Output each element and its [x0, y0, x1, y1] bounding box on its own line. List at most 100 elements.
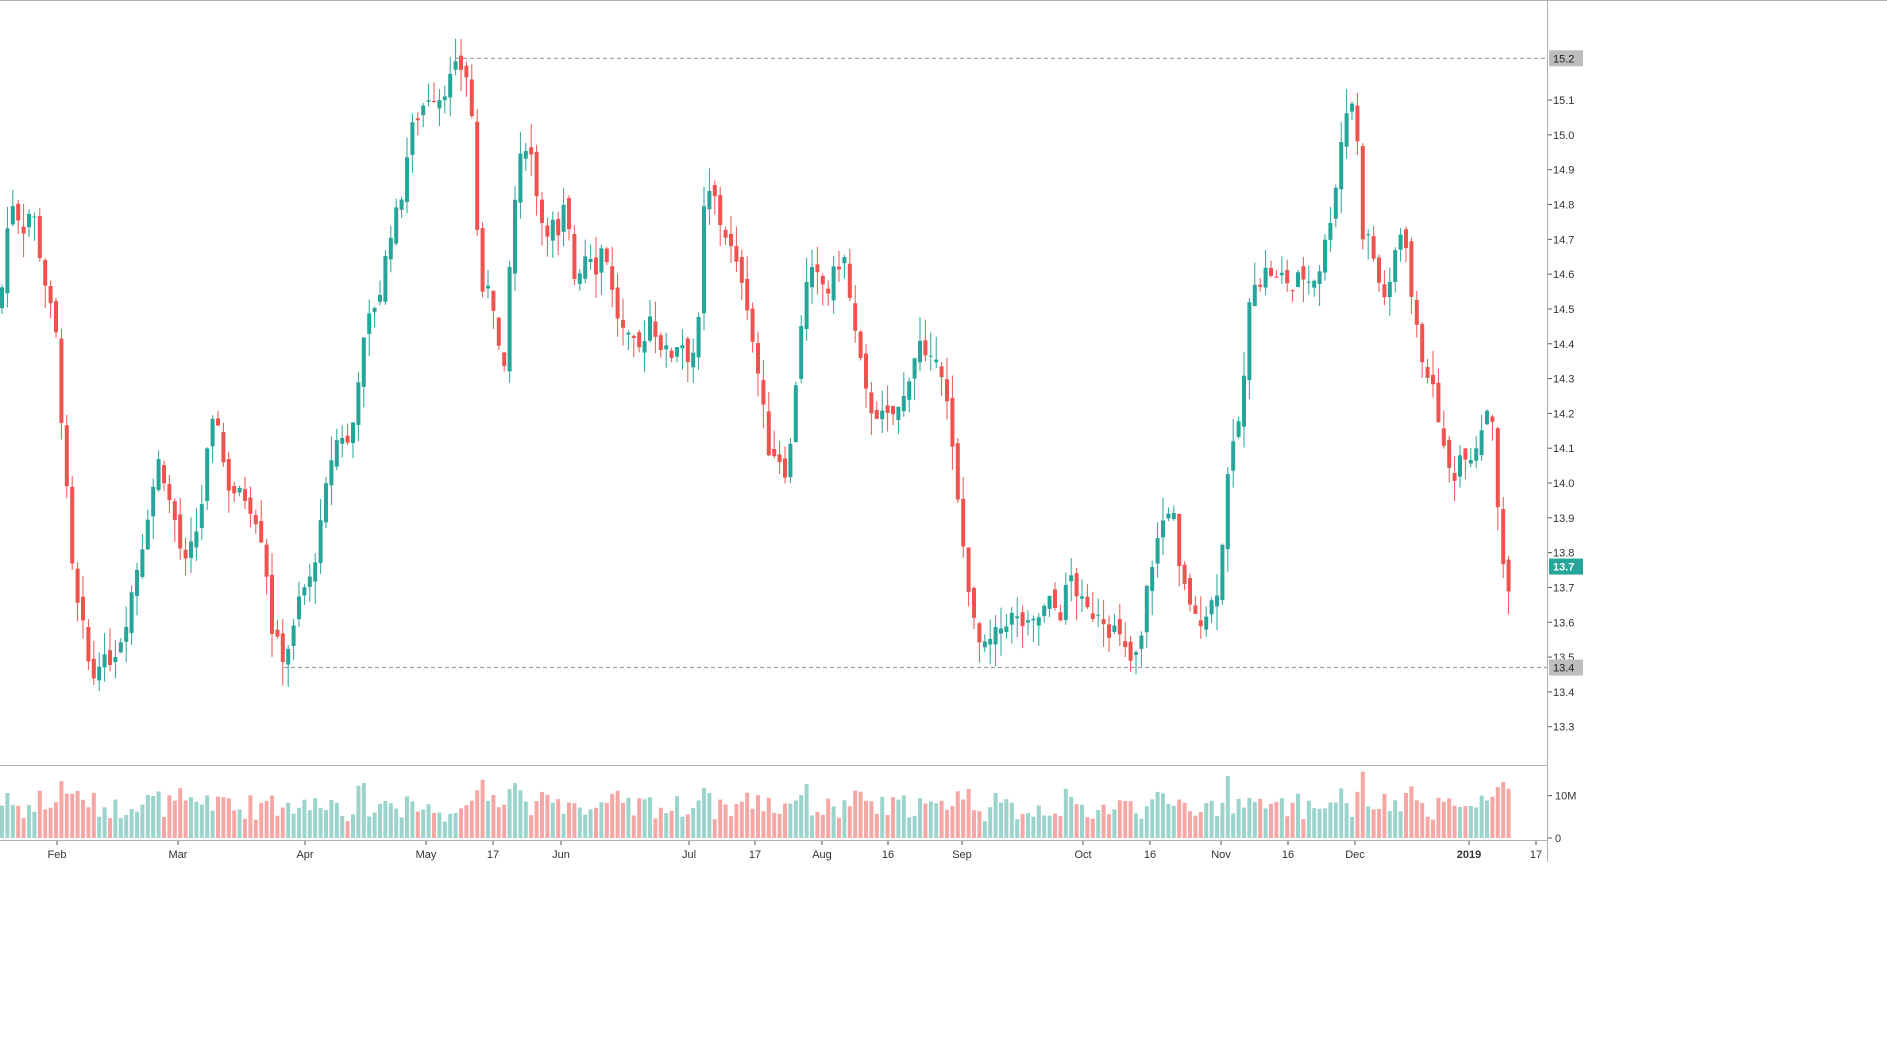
volume-bar [1452, 805, 1457, 838]
candle-body [313, 562, 318, 582]
candle-body [232, 485, 237, 494]
candle-body [982, 641, 987, 648]
volume-bar [972, 810, 976, 838]
candle [340, 425, 345, 458]
candle [172, 498, 177, 543]
volume-bar [210, 810, 215, 838]
volume-bar [1501, 782, 1506, 838]
volume-bar [1231, 813, 1236, 838]
volume-bar [642, 799, 647, 838]
candle-body [955, 443, 960, 500]
candle-body [799, 325, 804, 379]
candle [820, 273, 825, 306]
volume-bar [145, 794, 150, 838]
candle-body [642, 341, 647, 353]
volume-tick-label: 10M [1555, 791, 1576, 803]
volume-bar [939, 800, 944, 838]
candle-body [64, 425, 69, 487]
candle [1398, 228, 1403, 262]
candle [907, 377, 912, 413]
candle-body [712, 185, 717, 197]
volume-bar [1036, 805, 1041, 838]
volume-bar [750, 808, 755, 838]
volume-bar [491, 794, 496, 838]
price-tick-label: 14.6 [1553, 269, 1574, 281]
volume-bar [1188, 811, 1192, 838]
candle [1431, 350, 1435, 398]
volume-bar [102, 807, 107, 838]
candle [394, 198, 399, 246]
volume-bar [216, 796, 220, 838]
candle [1047, 595, 1052, 618]
candle-body [1236, 421, 1241, 437]
volume-bar [1344, 803, 1349, 838]
candle-body [675, 347, 679, 357]
time-tick-label: Aug [812, 849, 832, 861]
candle [270, 553, 274, 658]
candle [464, 61, 469, 97]
volume-bar [1414, 800, 1419, 838]
candle [167, 474, 172, 514]
volume-bar [691, 807, 696, 838]
volume-bar [194, 801, 199, 838]
volume-bar [577, 807, 582, 838]
volume-bar [556, 799, 561, 838]
candle [664, 332, 669, 368]
volume-bar [799, 795, 804, 838]
candle-body [1085, 596, 1090, 608]
candle [637, 329, 642, 353]
candle-body [750, 308, 755, 342]
candle-body [259, 521, 264, 543]
volume-bar [837, 817, 841, 838]
candle-body [550, 219, 555, 241]
volume-bar [486, 800, 490, 838]
volume-bar [604, 802, 609, 838]
candle-body [345, 435, 350, 443]
volume-bar [874, 813, 879, 838]
volume-bar [108, 818, 112, 838]
candle [129, 585, 134, 645]
candle [966, 547, 971, 607]
volume-bar [313, 798, 318, 838]
candle [939, 362, 944, 396]
candle [772, 430, 777, 459]
candle [961, 477, 966, 558]
volume-bar [518, 790, 523, 838]
candle-body [297, 596, 301, 620]
candle-body [988, 638, 993, 645]
candle [777, 441, 782, 475]
candle-body [334, 440, 339, 467]
candle [21, 203, 26, 258]
candle [10, 190, 15, 227]
candle-body [1355, 105, 1360, 142]
candle-body [1377, 257, 1381, 283]
candle-body [1177, 513, 1182, 567]
candle [621, 298, 625, 346]
candle [54, 297, 58, 338]
candle-body [928, 355, 933, 357]
candle [626, 330, 631, 351]
candle-body [1328, 223, 1333, 240]
candle [923, 319, 928, 362]
candle [491, 290, 496, 329]
volume-bar [1101, 804, 1106, 838]
volume-bar [793, 800, 798, 838]
candle [1414, 290, 1419, 338]
candle-body [621, 319, 625, 328]
volume-bar [5, 792, 10, 838]
candle [534, 144, 539, 216]
volume-bar [880, 796, 885, 838]
candle-body [59, 338, 64, 423]
candle-body [469, 79, 474, 117]
candle-body [1360, 146, 1365, 240]
candle [97, 652, 102, 692]
volume-bar [81, 799, 85, 838]
candle-body [1333, 187, 1338, 219]
candle-body [108, 650, 112, 665]
volume-bar [955, 791, 960, 838]
candle [318, 499, 323, 574]
candle-body [351, 422, 355, 444]
candle-body [891, 406, 895, 415]
candle [658, 332, 663, 358]
volume-bar [307, 810, 312, 838]
